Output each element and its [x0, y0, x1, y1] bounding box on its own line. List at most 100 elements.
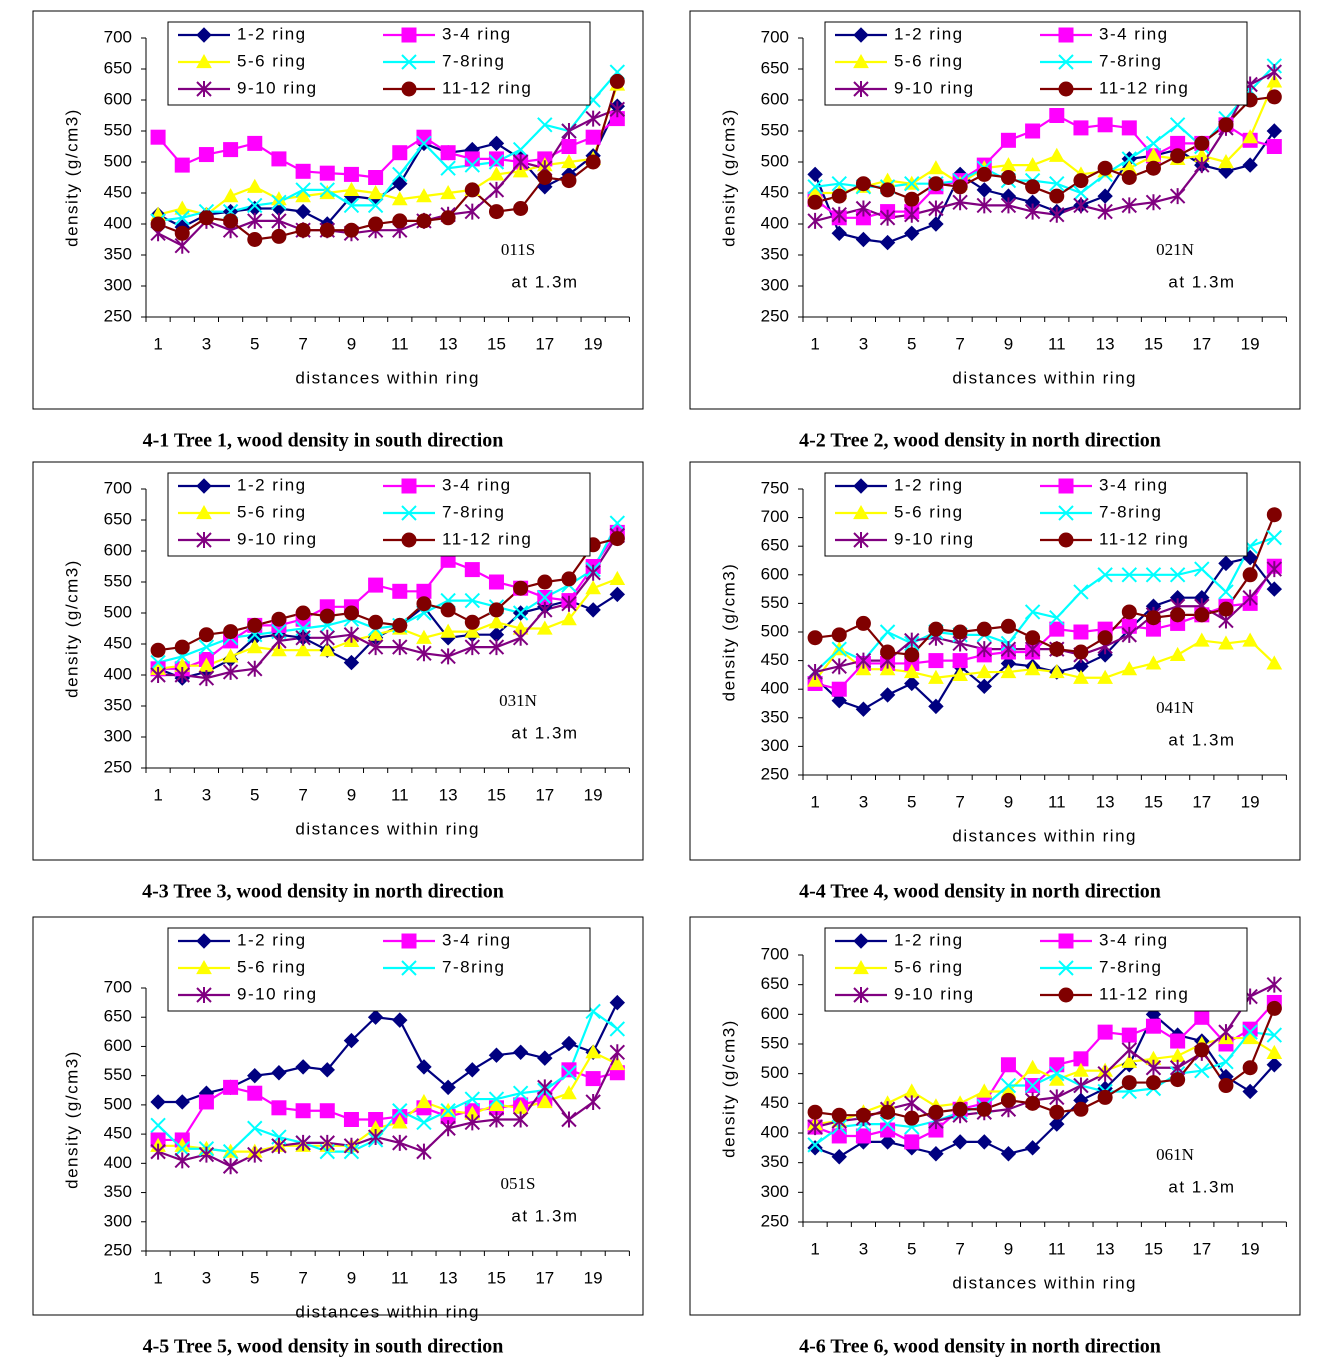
marker	[416, 1059, 432, 1075]
marker	[853, 53, 869, 69]
y-tick-label: 400	[104, 1153, 132, 1172]
marker	[928, 653, 944, 669]
x-tick-label: 3	[859, 792, 868, 811]
marker	[1170, 607, 1186, 623]
marker	[952, 653, 968, 669]
marker	[440, 160, 456, 176]
marker	[928, 621, 944, 637]
x-tick-label: 11	[391, 334, 409, 353]
y-tick-label: 500	[104, 151, 132, 170]
marker	[1049, 188, 1065, 204]
x-tick-label: 1	[153, 1268, 162, 1287]
y-tick-label: 250	[104, 757, 132, 776]
marker	[1121, 1075, 1137, 1091]
marker	[976, 678, 992, 695]
marker	[488, 1111, 505, 1128]
marker	[1058, 933, 1074, 949]
marker	[952, 666, 968, 681]
chart-caption: 4-3 Tree 3, wood density in north direct…	[142, 881, 504, 903]
legend: 1-2 ring 3-4 ring 5-6 ring 7-8ring 9-10 ring…	[167, 21, 591, 106]
marker	[247, 1085, 263, 1101]
marker	[392, 175, 408, 192]
marker	[1266, 1000, 1282, 1016]
marker	[855, 615, 871, 631]
marker	[271, 1137, 287, 1154]
marker	[392, 1012, 408, 1028]
marker	[1194, 135, 1210, 151]
marker	[295, 203, 311, 220]
marker	[247, 1120, 263, 1136]
marker	[1266, 1044, 1283, 1059]
marker	[464, 592, 481, 609]
marker	[1266, 976, 1283, 993]
marker	[1145, 610, 1161, 626]
marker	[585, 1044, 601, 1059]
marker	[1121, 151, 1138, 167]
marker	[295, 182, 311, 198]
marker	[464, 562, 480, 578]
marker	[512, 1044, 529, 1060]
marker	[1145, 1059, 1162, 1076]
chart-caption: 4-4 Tree 4, wood density in north direct…	[799, 881, 1161, 903]
marker	[196, 478, 212, 494]
x-tick-label: 15	[1144, 334, 1163, 353]
marker	[1097, 567, 1113, 583]
marker	[1266, 89, 1282, 105]
marker	[174, 639, 190, 655]
x-tick-label: 19	[1241, 1239, 1260, 1258]
chart-caption: 4-6 Tree 6, wood density in north direct…	[799, 1336, 1161, 1358]
marker	[271, 1065, 287, 1081]
marker	[855, 652, 872, 669]
marker	[464, 157, 481, 173]
y-tick-label: 400	[761, 213, 789, 232]
marker	[367, 184, 384, 200]
marker	[1058, 478, 1074, 494]
marker	[247, 232, 263, 247]
marker	[271, 632, 287, 649]
marker	[1169, 567, 1186, 583]
marker	[488, 204, 504, 220]
x-tick-label: 1	[153, 785, 162, 804]
marker	[343, 166, 359, 182]
x-axis-label: distances within ring	[295, 819, 480, 838]
chart-caption: 4-2 Tree 2, wood density in north direct…	[799, 430, 1161, 452]
legend-label: 9-10 ring	[894, 78, 975, 97]
x-tick-label: 19	[1241, 334, 1260, 353]
marker	[561, 571, 577, 587]
y-tick-label: 550	[104, 1065, 132, 1084]
legend-label: 5-6 ring	[237, 502, 307, 521]
marker	[488, 151, 504, 167]
y-tick-label: 600	[761, 1004, 789, 1023]
marker	[536, 1093, 553, 1109]
marker	[1266, 561, 1283, 578]
marker	[1170, 1072, 1186, 1088]
marker	[855, 1107, 871, 1123]
y-tick-label: 550	[761, 593, 789, 612]
marker	[537, 1050, 553, 1066]
marker	[198, 1146, 215, 1163]
legend-box	[824, 927, 1248, 1012]
y-tick-label: 250	[761, 764, 789, 783]
legend-label: 7-8ring	[442, 502, 505, 521]
marker	[585, 580, 601, 595]
marker	[585, 129, 601, 145]
marker	[295, 629, 311, 646]
marker	[1000, 170, 1016, 185]
marker	[1170, 135, 1186, 151]
marker	[1000, 1146, 1017, 1162]
legend-label: 5-6 ring	[237, 51, 307, 70]
legend-label: 7-8ring	[442, 957, 505, 976]
marker	[1145, 160, 1161, 176]
marker	[343, 1032, 360, 1049]
marker	[1000, 132, 1016, 148]
marker	[488, 1091, 505, 1107]
legend-label: 9-10 ring	[237, 984, 318, 1003]
y-tick-label: 700	[761, 944, 789, 963]
marker	[150, 1094, 166, 1110]
y-tick-label: 250	[104, 306, 132, 325]
marker	[440, 184, 456, 200]
marker	[392, 166, 408, 183]
x-tick-label: 11	[391, 785, 409, 804]
marker	[401, 81, 417, 97]
